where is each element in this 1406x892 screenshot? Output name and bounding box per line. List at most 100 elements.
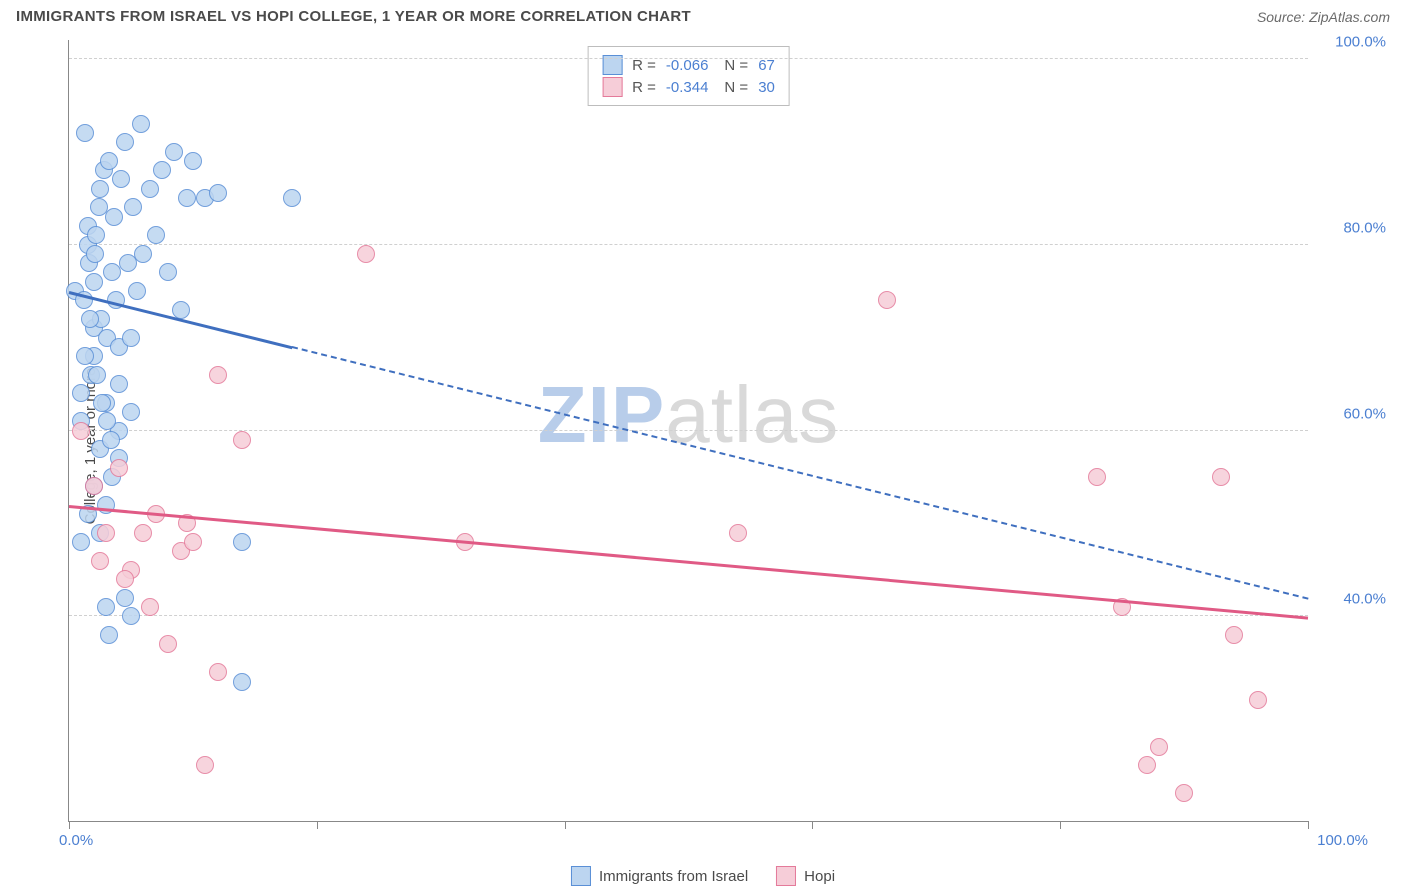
trend-line bbox=[69, 505, 1308, 620]
scatter-point bbox=[128, 282, 146, 300]
scatter-point bbox=[97, 598, 115, 616]
stat-n-value: 30 bbox=[758, 79, 775, 96]
scatter-point bbox=[153, 161, 171, 179]
scatter-point bbox=[1249, 691, 1267, 709]
scatter-point bbox=[110, 459, 128, 477]
scatter-point bbox=[357, 245, 375, 263]
scatter-point bbox=[124, 198, 142, 216]
scatter-point bbox=[141, 598, 159, 616]
legend-item: Immigrants from Israel bbox=[571, 866, 748, 886]
scatter-point bbox=[209, 184, 227, 202]
scatter-point bbox=[1212, 468, 1230, 486]
y-tick-label: 100.0% bbox=[1335, 33, 1386, 50]
scatter-point bbox=[1150, 738, 1168, 756]
scatter-point bbox=[91, 552, 109, 570]
scatter-point bbox=[122, 607, 140, 625]
scatter-point bbox=[159, 635, 177, 653]
scatter-point bbox=[134, 524, 152, 542]
scatter-point bbox=[122, 329, 140, 347]
stat-r-value: -0.066 bbox=[666, 57, 709, 74]
scatter-point bbox=[102, 431, 120, 449]
gridline bbox=[69, 244, 1308, 245]
legend-label: Hopi bbox=[804, 868, 835, 885]
x-tick bbox=[317, 821, 318, 829]
scatter-point bbox=[1138, 756, 1156, 774]
scatter-point bbox=[233, 431, 251, 449]
y-tick-label: 40.0% bbox=[1343, 591, 1386, 608]
trend-line bbox=[292, 346, 1308, 600]
scatter-point bbox=[100, 152, 118, 170]
x-tick bbox=[69, 821, 70, 829]
scatter-point bbox=[81, 310, 99, 328]
scatter-point bbox=[116, 589, 134, 607]
scatter-point bbox=[134, 245, 152, 263]
scatter-point bbox=[110, 375, 128, 393]
x-tick bbox=[1060, 821, 1061, 829]
scatter-point bbox=[165, 143, 183, 161]
scatter-point bbox=[209, 663, 227, 681]
stat-n-label: N = bbox=[724, 79, 748, 96]
y-tick-label: 80.0% bbox=[1343, 219, 1386, 236]
stats-row: R = -0.344 N = 30 bbox=[602, 77, 775, 97]
x-tick bbox=[1308, 821, 1309, 829]
scatter-point bbox=[178, 189, 196, 207]
scatter-point bbox=[76, 124, 94, 142]
scatter-point bbox=[132, 115, 150, 133]
scatter-point bbox=[85, 273, 103, 291]
y-tick-label: 60.0% bbox=[1343, 405, 1386, 422]
scatter-point bbox=[88, 366, 106, 384]
legend-item: Hopi bbox=[776, 866, 835, 886]
scatter-point bbox=[116, 133, 134, 151]
stat-r-label: R = bbox=[632, 57, 656, 74]
chart-header: IMMIGRANTS FROM ISRAEL VS HOPI COLLEGE, … bbox=[0, 0, 1406, 29]
legend-swatch bbox=[602, 77, 622, 97]
legend-label: Immigrants from Israel bbox=[599, 868, 748, 885]
x-axis-max-label: 100.0% bbox=[1317, 832, 1368, 849]
legend-swatch bbox=[571, 866, 591, 886]
scatter-point bbox=[91, 180, 109, 198]
source-label: Source: ZipAtlas.com bbox=[1257, 9, 1390, 25]
scatter-point bbox=[85, 477, 103, 495]
scatter-point bbox=[1088, 468, 1106, 486]
stats-legend-box: R =-0.066N =67R =-0.344N =30 bbox=[587, 46, 790, 106]
scatter-point bbox=[209, 366, 227, 384]
scatter-point bbox=[87, 226, 105, 244]
scatter-point bbox=[86, 245, 104, 263]
stat-r-value: -0.344 bbox=[666, 79, 709, 96]
stat-r-label: R = bbox=[632, 79, 656, 96]
scatter-point bbox=[196, 756, 214, 774]
scatter-point bbox=[172, 301, 190, 319]
x-tick bbox=[565, 821, 566, 829]
scatter-point bbox=[72, 422, 90, 440]
scatter-point bbox=[98, 412, 116, 430]
scatter-point bbox=[93, 394, 111, 412]
scatter-point bbox=[122, 403, 140, 421]
scatter-point bbox=[159, 263, 177, 281]
scatter-point bbox=[103, 263, 121, 281]
scatter-point bbox=[105, 208, 123, 226]
plot-area: ZIPatlas R =-0.066N =67R =-0.344N =30 0.… bbox=[68, 40, 1308, 822]
legend-swatch bbox=[776, 866, 796, 886]
gridline bbox=[69, 58, 1308, 59]
scatter-point bbox=[1175, 784, 1193, 802]
scatter-point bbox=[97, 524, 115, 542]
bottom-legend: Immigrants from Israel Hopi bbox=[571, 866, 835, 886]
scatter-point bbox=[283, 189, 301, 207]
scatter-point bbox=[184, 152, 202, 170]
scatter-point bbox=[116, 570, 134, 588]
chart-container: College, 1 year or more ZIPatlas R =-0.0… bbox=[16, 40, 1398, 852]
scatter-point bbox=[100, 626, 118, 644]
x-axis-min-label: 0.0% bbox=[59, 832, 93, 849]
scatter-point bbox=[233, 533, 251, 551]
scatter-point bbox=[1225, 626, 1243, 644]
scatter-point bbox=[233, 673, 251, 691]
gridline bbox=[69, 430, 1308, 431]
scatter-point bbox=[878, 291, 896, 309]
scatter-point bbox=[729, 524, 747, 542]
chart-title: IMMIGRANTS FROM ISRAEL VS HOPI COLLEGE, … bbox=[16, 8, 691, 25]
scatter-point bbox=[147, 226, 165, 244]
scatter-point bbox=[141, 180, 159, 198]
stat-n-label: N = bbox=[724, 57, 748, 74]
scatter-point bbox=[112, 170, 130, 188]
scatter-point bbox=[72, 384, 90, 402]
